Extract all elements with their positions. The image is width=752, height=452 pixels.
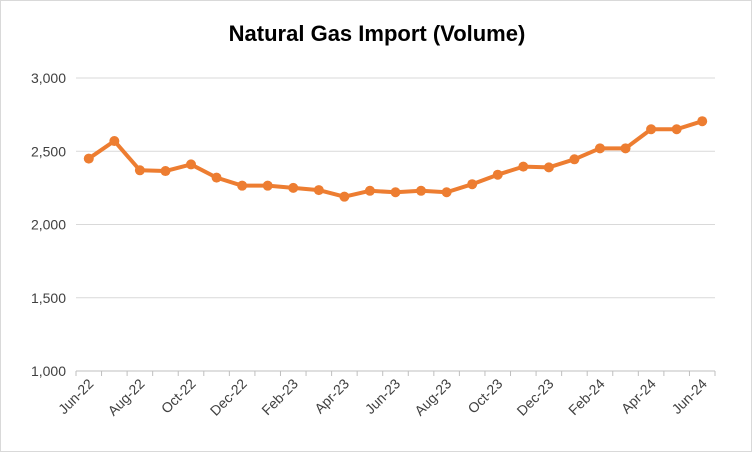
y-tick-label: 1,000 <box>31 363 66 379</box>
chart-title: Natural Gas Import (Volume) <box>228 21 526 46</box>
x-tick-label: Jun-23 <box>362 375 404 417</box>
data-point <box>569 154 580 165</box>
x-tick-label: Jun-24 <box>668 375 710 417</box>
y-tick-label: 2,500 <box>31 143 66 159</box>
data-point <box>441 187 452 198</box>
series-line <box>86 119 705 199</box>
y-tick-label: 3,000 <box>31 70 66 86</box>
data-point <box>364 185 375 196</box>
x-tick-label: Apr-24 <box>618 375 659 416</box>
data-point <box>83 153 94 164</box>
x-tick-label: Dec-22 <box>207 375 250 418</box>
data-point <box>134 165 145 176</box>
data-point <box>671 124 682 135</box>
x-tick-label: Apr-23 <box>311 375 352 416</box>
x-tick-label: Dec-23 <box>513 375 556 418</box>
data-point <box>492 169 503 180</box>
x-tick-label: Jun-22 <box>55 375 97 417</box>
data-point <box>646 124 657 135</box>
y-tick-label: 2,000 <box>31 217 66 233</box>
x-tick-label: Aug-22 <box>104 375 147 418</box>
data-point <box>237 180 248 191</box>
data-point <box>518 161 529 172</box>
data-point <box>339 191 350 202</box>
data-point <box>313 185 324 196</box>
x-tick-label: Oct-22 <box>158 375 199 416</box>
y-tick-label: 1,500 <box>31 290 66 306</box>
data-point <box>262 180 273 191</box>
data-point <box>288 182 299 193</box>
x-tick-label: Aug-23 <box>411 375 454 418</box>
x-tick-label: Feb-23 <box>258 375 301 418</box>
data-point <box>697 116 708 127</box>
data-point <box>186 159 197 170</box>
data-point <box>211 172 222 183</box>
data-point <box>594 143 605 154</box>
x-tick-label: Oct-23 <box>464 375 505 416</box>
data-point <box>467 179 478 190</box>
data-point <box>416 185 427 196</box>
data-point <box>620 143 631 154</box>
data-point <box>109 135 120 146</box>
data-point <box>390 187 401 198</box>
x-tick-label: Feb-24 <box>565 375 608 418</box>
data-point <box>543 162 554 173</box>
data-point <box>160 166 171 177</box>
